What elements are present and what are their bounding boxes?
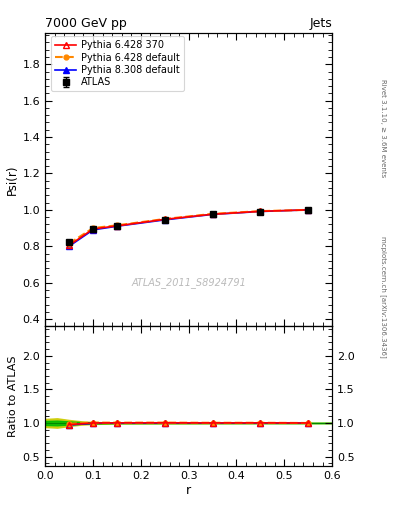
Pythia 6.428 default xyxy=(306,207,310,213)
Pythia 6.428 370 xyxy=(210,211,215,217)
Pythia 6.428 370 xyxy=(115,223,119,229)
Pythia 8.308 default xyxy=(91,227,95,233)
Pythia 6.428 370 xyxy=(258,208,263,215)
Pythia 6.428 default xyxy=(258,208,263,214)
Pythia 6.428 default xyxy=(91,225,95,231)
Text: ATLAS_2011_S8924791: ATLAS_2011_S8924791 xyxy=(131,277,246,288)
Pythia 8.308 default xyxy=(162,217,167,223)
Pythia 6.428 default xyxy=(115,222,119,228)
Text: mcplots.cern.ch [arXiv:1306.3436]: mcplots.cern.ch [arXiv:1306.3436] xyxy=(380,236,387,358)
Pythia 6.428 370 xyxy=(306,207,310,213)
Pythia 8.308 default xyxy=(67,243,72,249)
Pythia 6.428 370 xyxy=(91,226,95,232)
Text: 7000 GeV pp: 7000 GeV pp xyxy=(45,17,127,30)
Legend: Pythia 6.428 370, Pythia 6.428 default, Pythia 8.308 default, ATLAS: Pythia 6.428 370, Pythia 6.428 default, … xyxy=(51,36,184,91)
Line: Pythia 6.428 default: Pythia 6.428 default xyxy=(67,207,310,246)
Y-axis label: Ratio to ATLAS: Ratio to ATLAS xyxy=(8,355,18,437)
Text: Rivet 3.1.10, ≥ 3.6M events: Rivet 3.1.10, ≥ 3.6M events xyxy=(380,79,386,177)
Pythia 6.428 370 xyxy=(162,216,167,222)
Line: Pythia 6.428 370: Pythia 6.428 370 xyxy=(66,206,312,249)
Pythia 6.428 default xyxy=(67,241,72,247)
Line: Pythia 8.308 default: Pythia 8.308 default xyxy=(66,206,312,250)
Pythia 8.308 default xyxy=(306,207,310,213)
Pythia 6.428 370 xyxy=(67,242,72,248)
Pythia 8.308 default xyxy=(210,211,215,218)
X-axis label: r: r xyxy=(186,483,191,497)
Y-axis label: Psi(r): Psi(r) xyxy=(6,164,18,195)
Pythia 6.428 default xyxy=(210,211,215,217)
Pythia 6.428 default xyxy=(162,216,167,222)
Text: Jets: Jets xyxy=(309,17,332,30)
Pythia 8.308 default xyxy=(115,223,119,229)
Pythia 8.308 default xyxy=(258,208,263,215)
